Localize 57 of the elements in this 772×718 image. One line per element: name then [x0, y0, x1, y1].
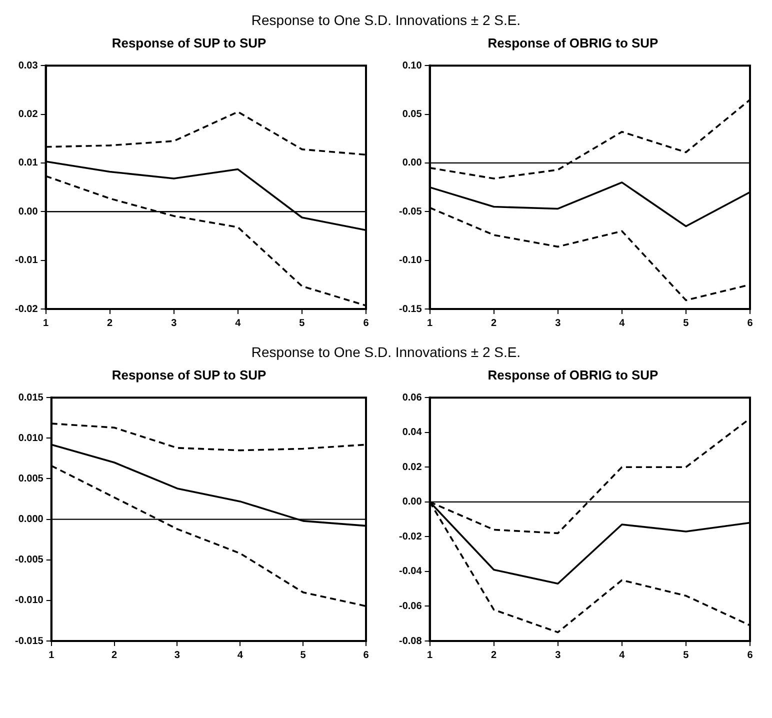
text: Response to One S.D. Innovations ± 2 S.E. [250, 343, 522, 362]
x-tick-label: 5 [299, 318, 306, 329]
x-tick-label: 5 [683, 318, 690, 329]
y-tick-label: 0.015 [18, 392, 44, 404]
x-tick-label: 1 [427, 318, 434, 329]
y-tick-label: -0.10 [398, 255, 422, 266]
x-tick-label: 4 [619, 650, 626, 661]
chart-title: Response of SUP to SUP [112, 367, 266, 382]
y-tick-label: -0.005 [14, 554, 44, 566]
y-tick-label: 0.010 [18, 432, 44, 444]
x-tick-label: 3 [555, 650, 562, 661]
y-tick-label: -0.01 [14, 255, 38, 266]
y-tick-label: 0.05 [402, 109, 422, 120]
x-tick-label: 5 [300, 650, 306, 661]
y-tick-label: -0.015 [14, 636, 44, 647]
y-tick-label: 0.000 [18, 514, 44, 526]
x-tick-label: 3 [171, 318, 178, 329]
x-tick-label: 1 [427, 650, 434, 661]
y-tick-label: -0.010 [14, 595, 44, 606]
chart-title: Response of OBRIG to SUP [488, 35, 659, 50]
x-tick-label: 2 [107, 318, 114, 329]
x-tick-label: 2 [112, 650, 118, 661]
y-tick-label: 0.10 [402, 60, 422, 72]
x-tick-label: 1 [48, 650, 55, 661]
x-tick-label: 6 [747, 318, 754, 329]
x-tick-label: 6 [747, 650, 754, 661]
x-tick-label: 6 [363, 650, 370, 661]
y-tick-label: -0.15 [398, 304, 422, 315]
y-tick-label: 0.06 [402, 392, 422, 404]
x-tick-label: 6 [363, 318, 370, 329]
text: Response to One S.D. Innovations ± 2 S.E. [250, 11, 522, 30]
x-tick-label: 2 [491, 318, 498, 329]
x-tick-label: 4 [235, 318, 242, 329]
x-tick-label: 5 [683, 650, 690, 661]
y-tick-label: -0.08 [398, 636, 422, 647]
x-tick-label: 4 [237, 650, 244, 661]
y-tick-label: 0.00 [402, 158, 422, 169]
y-tick-label: 0.03 [18, 60, 38, 72]
y-tick-label: 0.02 [18, 109, 38, 120]
y-tick-label: 0.00 [18, 206, 38, 218]
x-tick-label: 3 [555, 318, 562, 329]
x-tick-label: 4 [619, 318, 626, 329]
y-tick-label: 0.00 [402, 496, 422, 508]
y-tick-label: -0.06 [398, 600, 422, 612]
chart-title: Response of SUP to SUP [112, 35, 266, 50]
x-tick-label: 2 [491, 650, 498, 661]
y-tick-label: 0.04 [402, 427, 422, 438]
y-tick-label: -0.04 [398, 566, 422, 578]
y-tick-label: -0.02 [14, 304, 38, 315]
x-tick-label: 1 [43, 318, 50, 329]
y-tick-label: -0.02 [398, 531, 422, 542]
y-tick-label: -0.05 [398, 206, 422, 218]
chart-title: Response of OBRIG to SUP [488, 367, 659, 382]
x-tick-label: 3 [174, 650, 180, 661]
y-tick-label: 0.01 [18, 158, 38, 169]
y-tick-label: 0.02 [402, 462, 422, 473]
y-tick-label: 0.005 [18, 473, 44, 484]
